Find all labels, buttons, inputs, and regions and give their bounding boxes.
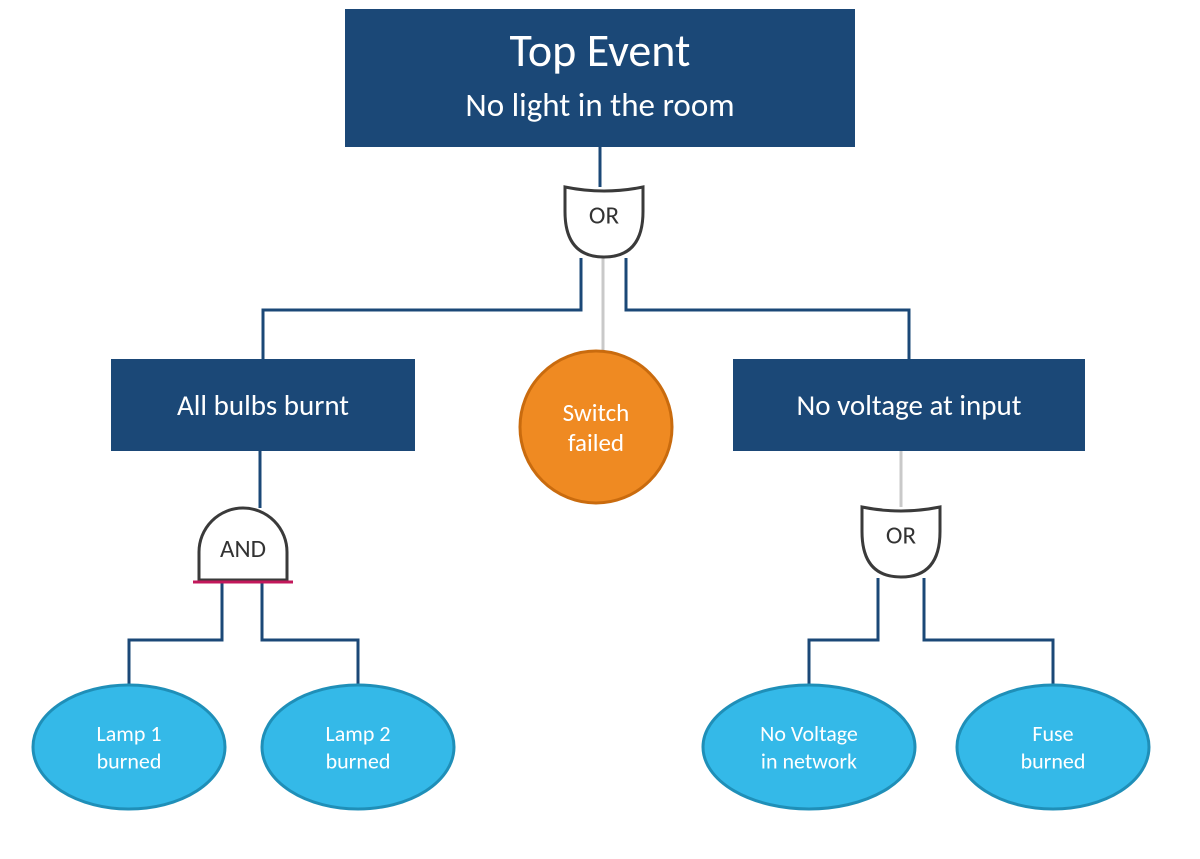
node-no_volt_net: No Voltagein network [703, 685, 915, 809]
node-gate_and: AND [193, 508, 293, 582]
svg-text:OR: OR [589, 199, 620, 230]
svg-text:No light in the room: No light in the room [465, 85, 734, 125]
node-top_event: Top Event No light in the room [346, 10, 854, 146]
node-all_bulbs: All bulbs burnt [112, 360, 414, 450]
node-lamp1: Lamp 1burned [33, 685, 225, 809]
edge-gate_or_right-no_volt_net [809, 578, 878, 685]
svg-text:Lamp 2burned: Lamp 2burned [325, 720, 390, 775]
edge-gate_or_top-all_bulbs [263, 258, 581, 360]
node-no_voltage: No voltage at input [734, 360, 1084, 450]
svg-text:No Voltagein network: No Voltagein network [760, 720, 858, 775]
node-lamp2: Lamp 2burned [262, 685, 454, 809]
edge-gate_and-lamp1 [129, 581, 222, 685]
svg-text:OR: OR [886, 519, 917, 550]
svg-text:Top Event: Top Event [510, 23, 691, 79]
svg-text:No voltage at input: No voltage at input [797, 387, 1022, 423]
svg-text:Lamp 1burned: Lamp 1burned [96, 720, 161, 775]
node-switch_failed: Switchfailed [520, 351, 672, 503]
node-fuse: Fuseburned [957, 685, 1149, 809]
edge-gate_or_right-fuse [924, 578, 1053, 685]
node-gate_or_top: OR [565, 187, 643, 257]
node-gate_or_right: OR [862, 507, 940, 577]
edge-gate_and-lamp2 [262, 581, 358, 685]
svg-text:AND: AND [220, 533, 266, 564]
fault-tree-svg: Top Event No light in the room OR All bulbs… [0, 0, 1200, 859]
svg-text:Switchfailed: Switchfailed [563, 397, 630, 458]
edge-gate_or_top-no_voltage [626, 258, 909, 360]
svg-text:All bulbs burnt: All bulbs burnt [177, 387, 349, 423]
